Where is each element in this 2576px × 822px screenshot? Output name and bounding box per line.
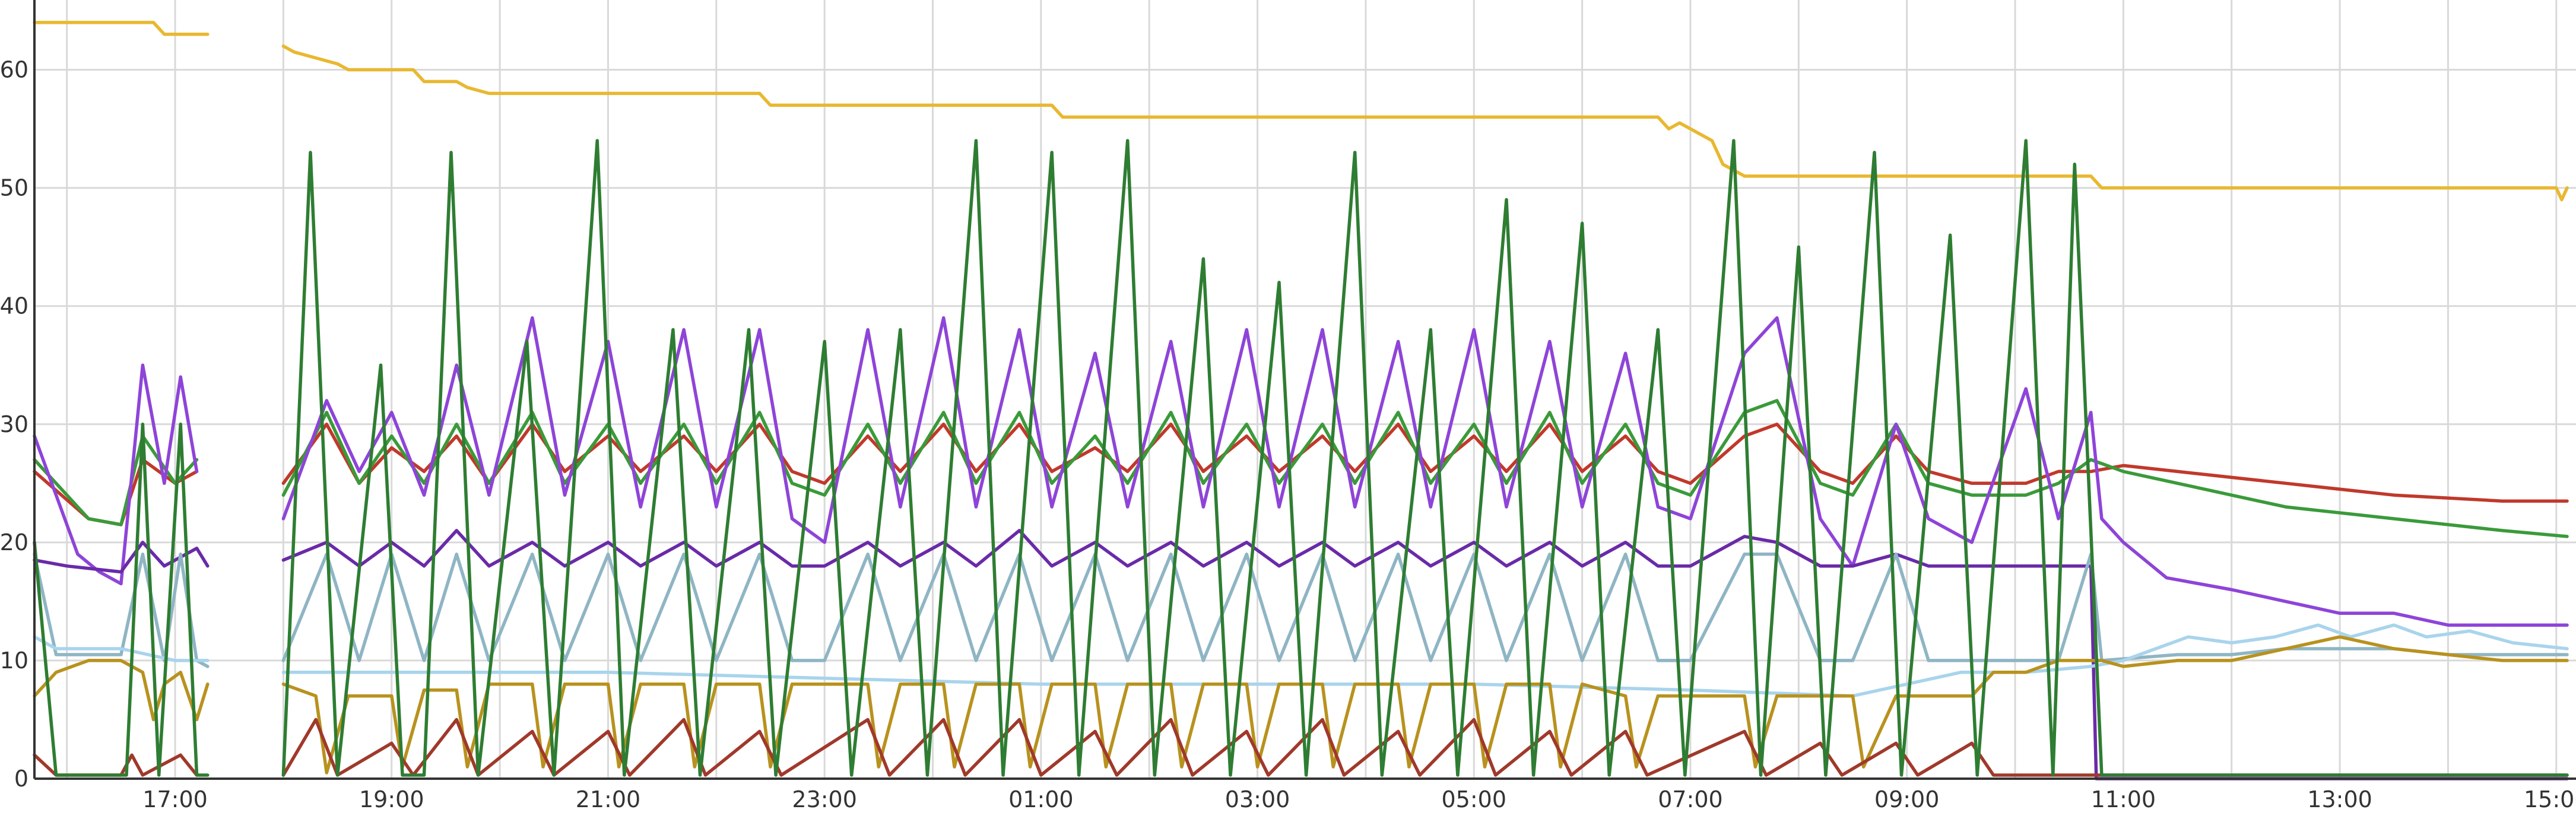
series-line-10 (33, 139, 2569, 777)
y-tick-label: 40 (0, 293, 28, 319)
x-tick-label: 13:00 (2307, 786, 2372, 813)
x-tick-label: 11:00 (2091, 786, 2156, 813)
series-line-4 (33, 316, 2569, 627)
chart-series-layer (33, 21, 2569, 780)
x-tick-label: 15:00 (2524, 786, 2576, 813)
x-tick-label: 09:00 (1874, 786, 1940, 813)
series-line-6 (33, 553, 2569, 668)
x-tick-label: 21:00 (576, 786, 641, 813)
chart-axes (33, 0, 2576, 780)
x-tick-labels: 17:00 19:00 21:00 23:00 01:00 03:00 05:00 07:00… (142, 786, 2576, 813)
y-tick-label: 0 (14, 766, 28, 792)
x-tick-label: 05:00 (1442, 786, 1507, 813)
y-tick-label: 10 (0, 648, 28, 674)
x-tick-label: 19:00 (359, 786, 424, 813)
y-tick-label: 50 (0, 175, 28, 201)
y-tick-labels: 0 10 20 30 40 50 60 (0, 57, 28, 792)
x-tick-label: 07:00 (1658, 786, 1723, 813)
y-tick-label: 30 (0, 411, 28, 437)
y-tick-label: 20 (0, 529, 28, 556)
x-tick-label: 03:00 (1225, 786, 1290, 813)
series-line-7 (33, 623, 2569, 698)
x-tick-label: 01:00 (1008, 786, 1074, 813)
y-tick-label: 60 (0, 57, 28, 83)
series-line-8 (33, 635, 2569, 775)
x-tick-label: 23:00 (792, 786, 857, 813)
series-line-1 (33, 21, 2569, 202)
x-tick-label: 17:00 (142, 786, 208, 813)
